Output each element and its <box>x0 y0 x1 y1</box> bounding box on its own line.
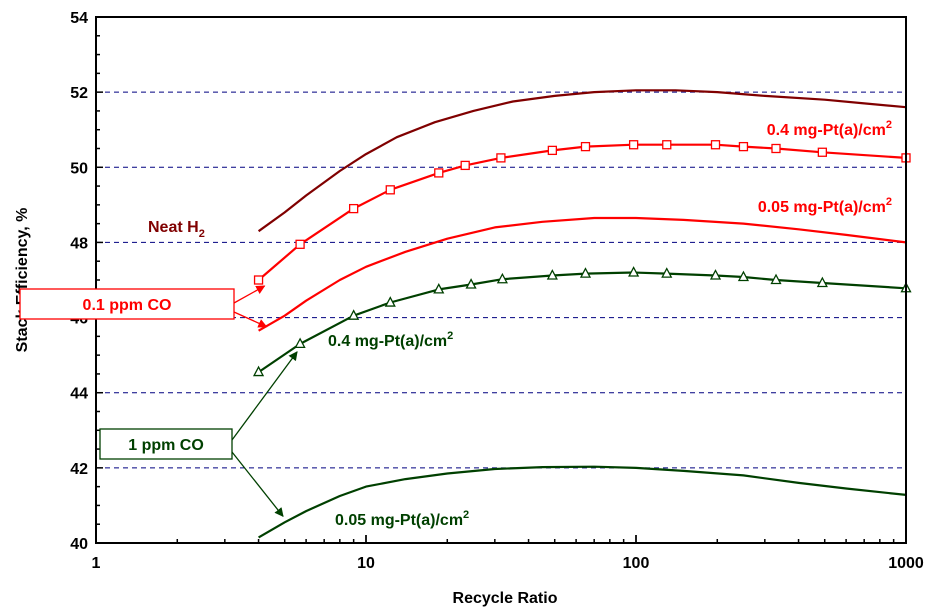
data-point-green_04 <box>433 283 445 294</box>
data-point-green_04 <box>294 337 306 349</box>
series-label-green_005: 0.05 mg-Pt(a)/cm2 <box>335 509 469 529</box>
series-label-green_04: 0.4 mg-Pt(a)/cm2 <box>328 330 453 350</box>
data-point-red_04 <box>738 141 749 152</box>
data-point-red_04 <box>580 141 591 152</box>
x-axis-title: Recycle Ratio <box>453 590 558 607</box>
callouts: 0.1 ppm CO 1 ppm CO <box>19 285 298 518</box>
data-point-red_04 <box>662 140 672 150</box>
series-line-green_005 <box>258 465 907 539</box>
x-tick-label: 1 <box>92 555 101 572</box>
callout-label-co01: 0.1 ppm CO <box>83 297 172 314</box>
x-tick-label: 10 <box>357 555 375 572</box>
series-line-green_04 <box>257 271 907 374</box>
callout-box-co1 <box>99 428 233 460</box>
data-point-red_04 <box>496 153 506 163</box>
data-point-red_04 <box>547 145 558 156</box>
tick-labels: 40424446485052541101001000 <box>70 10 924 572</box>
callout-label-co1: 1 ppm CO <box>128 437 204 454</box>
data-point-green_04 <box>709 269 722 280</box>
data-point-red_04 <box>253 275 264 285</box>
data-point-green_04 <box>546 269 558 280</box>
callout-arrow-co1 <box>231 351 298 441</box>
series-line-red_005 <box>258 216 907 332</box>
marker-layer <box>252 140 912 377</box>
data-point-green_04 <box>348 309 360 320</box>
y-tick-label: 48 <box>70 235 88 252</box>
callout-arrow-co01 <box>233 311 268 328</box>
series-label-neat: Neat H2 <box>148 219 205 240</box>
data-point-red_04 <box>348 203 359 214</box>
callout-arrow-co01 <box>233 285 266 304</box>
y-tick-label: 40 <box>70 536 88 553</box>
data-point-green_04 <box>816 276 828 288</box>
data-point-red_04 <box>295 239 305 249</box>
data-point-green_04 <box>252 365 265 377</box>
callout-arrow-co1 <box>231 451 284 518</box>
series-line-neat <box>257 89 907 233</box>
series-layer <box>257 89 907 539</box>
data-point-green_04 <box>579 267 592 278</box>
y-tick-label: 52 <box>70 85 88 102</box>
series-labels: Neat H2 0.4 mg-Pt(a)/cm2 0.05 mg-Pt(a)/cm2… <box>148 119 892 529</box>
data-point-green_04 <box>465 278 477 289</box>
data-point-green_04 <box>770 273 782 285</box>
x-tick-label: 1000 <box>888 555 924 572</box>
data-point-red_04 <box>771 143 781 154</box>
data-point-red_04 <box>628 140 639 150</box>
data-point-green_04 <box>628 266 640 277</box>
y-tick-label: 50 <box>70 160 88 177</box>
callout-box-co01 <box>19 288 235 320</box>
data-point-red_04 <box>817 147 828 157</box>
x-tick-label: 100 <box>623 555 650 572</box>
data-point-red_04 <box>385 185 395 195</box>
data-point-red_04 <box>460 160 470 171</box>
data-point-red_04 <box>434 168 444 178</box>
y-axis-title: Stack Efficiency, % <box>14 208 31 353</box>
series-label-red_005: 0.05 mg-Pt(a)/cm2 <box>758 196 892 216</box>
data-point-green_04 <box>661 267 673 278</box>
series-line-red_04 <box>257 143 907 281</box>
y-tick-label: 44 <box>70 386 88 403</box>
data-point-green_04 <box>737 270 750 282</box>
data-point-green_04 <box>384 296 396 307</box>
data-point-red_04 <box>710 140 721 150</box>
series-label-red_04: 0.4 mg-Pt(a)/cm2 <box>767 119 892 139</box>
y-tick-label: 42 <box>70 461 88 478</box>
y-tick-label: 54 <box>70 10 88 27</box>
data-point-green_04 <box>496 272 508 284</box>
